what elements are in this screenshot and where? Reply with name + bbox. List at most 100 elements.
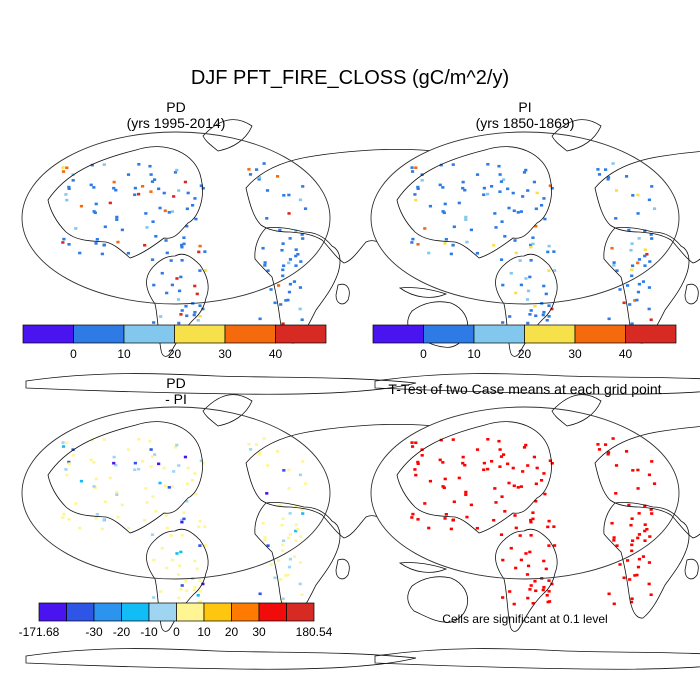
data-cell bbox=[526, 189, 530, 192]
data-cell bbox=[167, 211, 171, 214]
data-cell bbox=[628, 303, 632, 306]
data-cell bbox=[102, 163, 106, 166]
data-cell bbox=[521, 195, 525, 198]
data-cell bbox=[624, 450, 629, 453]
data-cell bbox=[645, 252, 649, 256]
data-cell bbox=[137, 467, 141, 471]
data-cell bbox=[597, 448, 602, 451]
data-cell bbox=[629, 248, 633, 252]
data-cell bbox=[416, 185, 420, 189]
data-cell bbox=[140, 184, 145, 188]
data-cell bbox=[300, 318, 304, 322]
data-cell bbox=[301, 237, 305, 240]
data-cell bbox=[288, 237, 292, 240]
data-cell bbox=[67, 243, 71, 246]
data-cell bbox=[550, 307, 554, 311]
data-cell bbox=[102, 243, 106, 247]
data-cell bbox=[503, 510, 507, 513]
data-cell bbox=[152, 321, 156, 324]
data-cell bbox=[79, 204, 84, 208]
data-cell bbox=[192, 313, 196, 317]
data-cell bbox=[649, 593, 653, 597]
data-cell bbox=[300, 593, 304, 597]
data-cell bbox=[420, 179, 424, 182]
data-cell bbox=[493, 487, 497, 490]
data-cell bbox=[514, 526, 518, 530]
data-cell bbox=[498, 173, 502, 176]
data-cell bbox=[645, 527, 649, 531]
data-cell bbox=[190, 203, 195, 207]
data-cell bbox=[637, 533, 642, 536]
data-cell bbox=[524, 277, 528, 280]
world-map bbox=[370, 394, 700, 670]
panel-ttest: T-Test of two Case means at each grid po… bbox=[370, 381, 700, 670]
data-cell bbox=[74, 227, 78, 230]
data-cell bbox=[298, 561, 303, 564]
data-cell bbox=[507, 481, 511, 485]
data-cell bbox=[531, 601, 535, 605]
data-cell bbox=[114, 188, 118, 192]
data-cell bbox=[633, 299, 637, 302]
data-cell bbox=[501, 558, 505, 562]
data-cell bbox=[180, 259, 184, 262]
data-cell bbox=[95, 238, 99, 241]
data-cell bbox=[67, 185, 71, 189]
data-cell bbox=[93, 486, 97, 490]
data-cell bbox=[647, 473, 652, 477]
data-cell bbox=[511, 466, 515, 470]
data-cell bbox=[509, 546, 513, 550]
data-cell bbox=[414, 198, 418, 202]
data-cell bbox=[463, 188, 467, 192]
data-cell bbox=[193, 197, 197, 200]
data-cell bbox=[636, 536, 640, 540]
data-cell bbox=[499, 455, 504, 458]
data-cell bbox=[281, 322, 285, 326]
data-cell bbox=[180, 520, 184, 524]
map-ocean-background bbox=[22, 407, 330, 579]
colorbar-tick-label: 30 bbox=[218, 347, 232, 361]
data-cell bbox=[287, 290, 292, 294]
data-cell bbox=[169, 534, 173, 537]
data-cell bbox=[287, 487, 291, 490]
colorbar-swatch bbox=[174, 324, 226, 344]
panel-title-line1: PI bbox=[518, 99, 531, 115]
data-cell bbox=[281, 268, 285, 272]
panel-title: T-Test of two Case means at each grid po… bbox=[388, 381, 661, 397]
data-cell bbox=[630, 597, 634, 601]
map-outline bbox=[21, 406, 331, 580]
data-cell bbox=[526, 289, 531, 293]
data-cell bbox=[652, 482, 657, 485]
colorbar-tick-label: -30 bbox=[85, 625, 103, 639]
data-cell bbox=[176, 298, 181, 301]
data-cell bbox=[292, 280, 297, 283]
data-cell bbox=[263, 539, 267, 542]
data-cell bbox=[112, 455, 116, 459]
colorbar-swatch bbox=[176, 602, 205, 622]
data-cell bbox=[489, 459, 494, 463]
data-cell bbox=[547, 544, 551, 547]
colorbar-tick-label: 20 bbox=[518, 347, 532, 361]
data-cell bbox=[524, 552, 528, 555]
colorbar-difference: -171.68 -30 -20 -10 0 10 20 30 180.54 bbox=[19, 602, 333, 639]
data-cell bbox=[416, 460, 420, 464]
data-cell bbox=[261, 246, 265, 250]
data-cell bbox=[94, 517, 98, 520]
data-cell bbox=[115, 215, 119, 219]
data-cell bbox=[423, 227, 427, 230]
data-cell bbox=[547, 590, 551, 593]
data-cell bbox=[482, 461, 486, 465]
data-cell bbox=[482, 186, 486, 190]
data-cell bbox=[636, 261, 640, 265]
data-cell bbox=[606, 177, 610, 181]
panel-pi: PI (yrs 1850-1869) 0 10 20 30 40 bbox=[370, 99, 700, 395]
colorbar-swatch bbox=[73, 324, 125, 344]
data-cell bbox=[631, 469, 635, 472]
data-cell bbox=[511, 191, 515, 195]
data-cell bbox=[597, 173, 602, 176]
data-cell bbox=[627, 228, 631, 232]
data-cell bbox=[428, 479, 433, 483]
data-cell bbox=[149, 448, 153, 451]
data-cell bbox=[413, 468, 417, 471]
panel-title-line2: - PI bbox=[165, 391, 187, 407]
data-cell bbox=[180, 245, 184, 249]
